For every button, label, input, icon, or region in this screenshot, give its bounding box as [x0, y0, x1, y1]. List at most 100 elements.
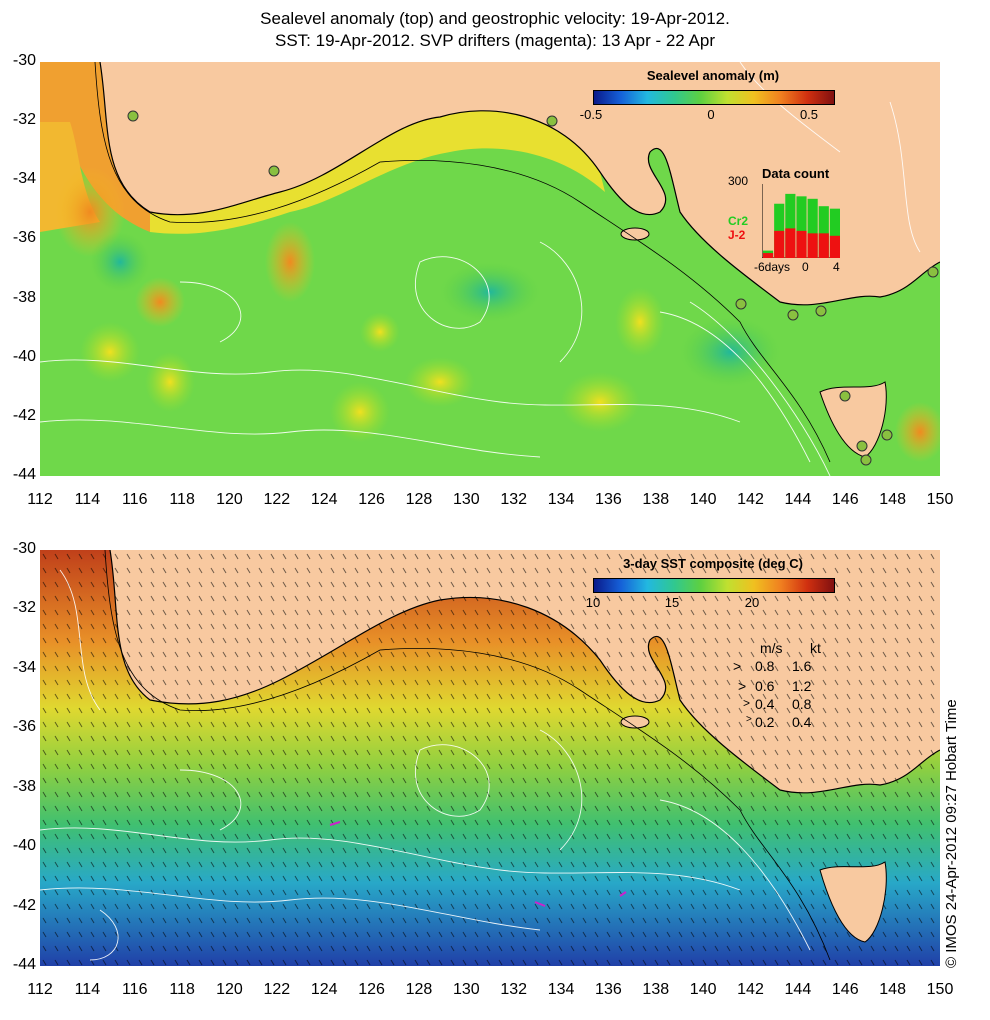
- histogram-bar-j2: [785, 228, 796, 258]
- velocity-legend-kt: 0.8: [792, 696, 812, 712]
- lon-tick-label: 124: [310, 491, 338, 508]
- sst-composite-map: 3-day SST composite (deg C) 10 15 20 m/s…: [40, 550, 940, 966]
- velocity-legend-ms: 0.6: [755, 678, 775, 694]
- series-label-j2: J-2: [728, 228, 746, 242]
- data-count-xlabel: 4: [833, 260, 840, 274]
- sla-colorbar-tick: 0: [707, 107, 715, 122]
- figure-title-line1: Sealevel anomaly (top) and geostrophic v…: [260, 9, 730, 28]
- lon-tick-label: 128: [405, 491, 433, 508]
- lon-tick-label: 126: [358, 981, 385, 998]
- lon-tick-label: 140: [689, 981, 717, 998]
- lat-tick-label: -36: [12, 229, 36, 247]
- velocity-legend-kt: 0.4: [792, 714, 812, 730]
- histogram-bar-j2: [807, 233, 818, 258]
- velocity-arrow-icon: >: [746, 714, 752, 725]
- sst-colorbar-tick: 15: [664, 595, 680, 610]
- velocity-legend-ms: 0.4: [755, 696, 775, 712]
- sla-colorbar: [593, 90, 835, 105]
- lon-tick-label: 112: [27, 981, 53, 998]
- lat-tick-label: -30: [12, 540, 36, 557]
- lon-tick-label: 150: [926, 491, 954, 508]
- lon-tick-label: 144: [784, 491, 812, 508]
- sla-colorbar-tick: 0.5: [799, 107, 819, 122]
- lon-tick-label: 120: [216, 981, 243, 998]
- sla-colorbar-title: Sealevel anomaly (m): [646, 68, 780, 83]
- velocity-legend-kt: 1.2: [792, 678, 812, 694]
- lat-tick-label: -44: [12, 956, 36, 973]
- sla-colorbar-tick: -0.5: [579, 107, 603, 122]
- lon-tick-label: 148: [879, 491, 906, 508]
- figure-title-line2: SST: 19-Apr-2012. SVP drifters (magenta)…: [274, 31, 716, 50]
- lat-tick-label: -36: [12, 718, 36, 736]
- velocity-arrow-icon: >: [743, 696, 751, 710]
- lon-tick-label: 116: [121, 491, 148, 508]
- histogram-bar-j2: [796, 230, 807, 258]
- lon-tick-label: 148: [879, 981, 906, 998]
- lat-tick-label: -34: [12, 658, 36, 676]
- lon-tick-label: 128: [405, 981, 433, 998]
- sst-colorbar-tick: 10: [585, 595, 601, 610]
- histogram-bar-j2: [829, 235, 840, 258]
- lon-tick-label: 130: [452, 491, 480, 508]
- lon-tick-label: 122: [263, 491, 291, 508]
- histogram-bar-cr2: [796, 196, 807, 258]
- histogram-bar-cr2: [785, 193, 796, 258]
- lon-tick-label: 138: [642, 491, 670, 508]
- lat-tick-label: -38: [12, 288, 36, 306]
- lon-tick-label: 112: [27, 491, 53, 508]
- lon-tick-label: 138: [642, 981, 670, 998]
- data-count-ymax: 300: [728, 174, 749, 188]
- data-count-title: Data count: [762, 166, 830, 181]
- velocity-legend-ms: 0.2: [755, 714, 775, 730]
- velocity-arrow-icon: >: [738, 678, 747, 694]
- histogram-bar-cr2: [807, 198, 818, 258]
- velocity-legend-ms: 0.8: [755, 658, 775, 674]
- lon-tick-label: 150: [926, 981, 954, 998]
- lon-tick-label: 118: [169, 491, 195, 508]
- sst-colorbar-title: 3-day SST composite (deg C): [623, 556, 803, 571]
- lat-tick-label: -42: [12, 406, 36, 424]
- lon-tick-label: 136: [595, 981, 622, 998]
- lat-tick-label: -34: [12, 170, 36, 188]
- lon-tick-label: 130: [452, 981, 480, 998]
- lat-tick-label: -44: [12, 466, 36, 483]
- lon-tick-label: 142: [737, 981, 764, 998]
- lon-tick-label: 114: [74, 981, 101, 998]
- lon-tick-label: 146: [831, 981, 859, 998]
- velocity-legend-header-kt: kt: [810, 640, 821, 656]
- lat-tick-label: -40: [12, 347, 36, 365]
- lon-tick-label: 132: [500, 491, 528, 508]
- lon-tick-label: 140: [689, 491, 717, 508]
- sst-colorbar: [593, 578, 835, 593]
- lon-tick-label: 120: [216, 491, 243, 508]
- series-label-cr2: Cr2: [728, 214, 749, 228]
- data-count-xlabel: -6days: [754, 260, 791, 274]
- histogram-bar-j2: [774, 230, 785, 258]
- lon-tick-label: 126: [358, 491, 385, 508]
- lat-tick-label: -32: [12, 111, 36, 129]
- histogram-bar-j2: [818, 233, 829, 258]
- lon-tick-label: 142: [737, 491, 764, 508]
- data-count-histogram: [762, 184, 840, 258]
- histogram-bar-cr2: [829, 208, 840, 258]
- lon-tick-label: 136: [595, 491, 622, 508]
- histogram-bar-cr2: [818, 206, 829, 258]
- sealevel-anomaly-map: Sealevel anomaly (m) -0.5 0 0.5 Data cou…: [40, 62, 940, 476]
- velocity-arrow-icon: >: [733, 658, 742, 674]
- velocity-legend-kt: 1.6: [792, 658, 812, 674]
- lon-tick-label: 114: [74, 491, 101, 508]
- sst-colorbar-tick: 20: [744, 595, 760, 610]
- lon-tick-label: 124: [310, 981, 338, 998]
- lon-tick-label: 146: [831, 491, 859, 508]
- lon-tick-label: 134: [547, 981, 575, 998]
- lon-tick-label: 134: [547, 491, 575, 508]
- lat-tick-label: -32: [12, 599, 36, 617]
- lon-tick-label: 122: [263, 981, 291, 998]
- lat-tick-label: -40: [12, 837, 36, 855]
- histogram-bar-j2: [763, 253, 774, 258]
- lat-tick-label: -30: [12, 52, 36, 69]
- data-count-xlabel: 0: [802, 260, 809, 274]
- lon-tick-label: 118: [169, 981, 195, 998]
- lat-tick-label: -38: [12, 777, 36, 795]
- lon-tick-label: 144: [784, 981, 812, 998]
